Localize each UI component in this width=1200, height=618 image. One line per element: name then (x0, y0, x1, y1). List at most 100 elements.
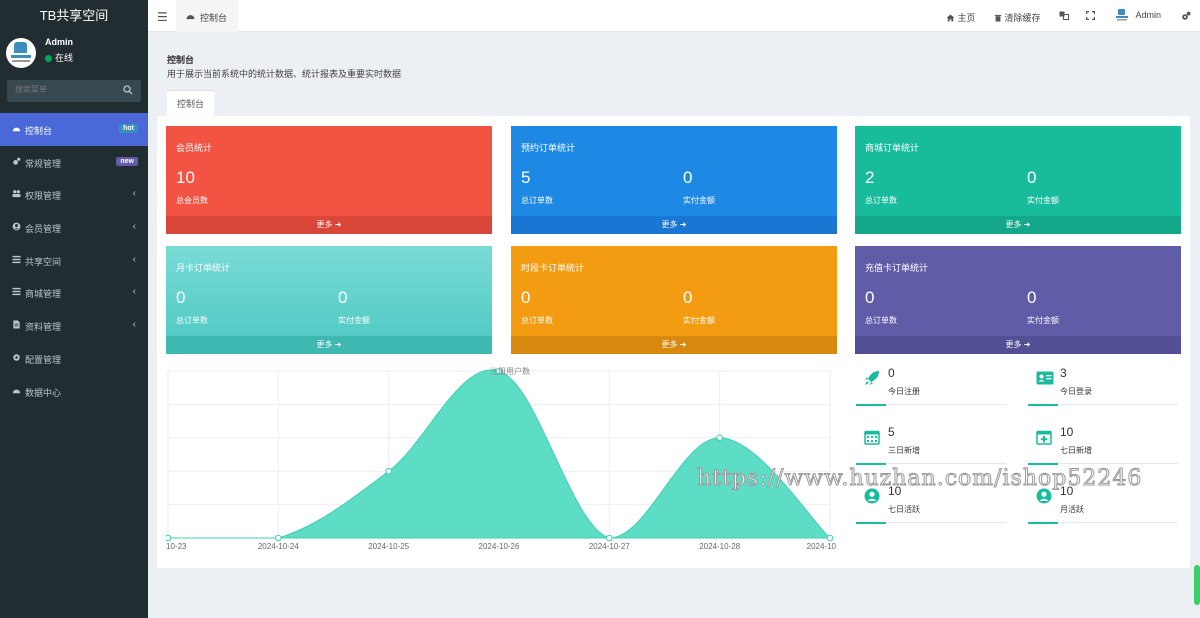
chevron-left-icon: ‹ (132, 221, 136, 233)
more-link[interactable]: 更多 ➜ (511, 336, 837, 354)
arrow-circle-right-icon: ➜ (679, 340, 687, 349)
user-status: 在线 (45, 51, 73, 64)
scrollbar[interactable] (1194, 565, 1200, 605)
admin-name: Admin (1135, 10, 1162, 20)
rocket-icon (865, 371, 879, 385)
sidebar-item-documents[interactable]: 资料管理 ‹ (0, 309, 148, 342)
monthly-card-orders-card: 月卡订单统计 0 总订单数 0 实付金额 更多 ➜ (166, 246, 492, 354)
more-label: 更多 (1005, 340, 1022, 349)
stat-number: 0 (888, 366, 895, 380)
card-value-2: 0 (683, 168, 693, 187)
stat-seven-day-active: 10 七日活跃 (856, 483, 1006, 525)
chevron-left-icon: ‹ (132, 319, 136, 331)
accent-bar (1028, 522, 1058, 524)
stat-label: 月活跃 (1060, 505, 1084, 514)
settings-button[interactable] (1181, 11, 1191, 22)
divider (1028, 522, 1178, 523)
x-tick-label: 10-23 (166, 542, 187, 551)
stat-monthly-active: 10 月活跃 (1028, 483, 1178, 525)
card-title: 预约订单统计 (521, 143, 576, 153)
trash-icon (994, 14, 1002, 22)
sidebar-item-permissions[interactable]: 权限管理 ‹ (0, 178, 148, 211)
registration-area-chart: 10-23 2024-10-24 2024-10-25 2024-10-26 2024-… (166, 366, 836, 551)
sidebar-item-mall[interactable]: 商城管理 ‹ (0, 276, 148, 309)
user-panel: Admin 在线 (0, 32, 148, 72)
sidebar-item-label: 控制台 (25, 126, 53, 136)
arrow-circle-right-icon: ➜ (1023, 340, 1031, 349)
sidebar-item-shared-space[interactable]: 共享空间 ‹ (0, 244, 148, 277)
accent-bar (856, 463, 886, 465)
brand-title[interactable]: TB共享空间 (0, 0, 148, 32)
accent-bar (1028, 463, 1058, 465)
accent-bar (856, 522, 886, 524)
more-label: 更多 (316, 220, 333, 229)
data-point[interactable] (385, 467, 392, 475)
more-label: 更多 (661, 340, 678, 349)
accent-bar (856, 404, 886, 406)
divider (856, 463, 1006, 464)
card-value-2: 0 (338, 288, 348, 307)
sidebar-item-config[interactable]: 配置管理 (0, 342, 148, 375)
fullscreen-button[interactable] (1085, 10, 1096, 21)
card-label-2: 实付金额 (338, 316, 370, 325)
sidebar-item-label: 权限管理 (25, 191, 62, 202)
card-value-2: 0 (1027, 168, 1037, 187)
chevron-left-icon: ‹ (132, 286, 136, 298)
more-link[interactable]: 更多 ➜ (166, 336, 492, 354)
stat-number: 10 (888, 484, 902, 498)
gear-icon (13, 354, 20, 361)
sidebar-item-dashboard[interactable]: 控制台 hot (0, 113, 148, 146)
data-point[interactable] (606, 534, 613, 542)
menu-search (7, 80, 141, 102)
data-point[interactable] (826, 534, 834, 542)
data-point[interactable] (275, 534, 282, 542)
language-button[interactable] (1059, 11, 1069, 21)
data-point[interactable] (716, 434, 723, 442)
chart-legend: 注册用户数 (490, 366, 530, 376)
user-status-text: 在线 (55, 53, 74, 63)
stat-today-register: 0 今日注册 (856, 365, 1006, 407)
card-title: 月卡订单统计 (176, 263, 231, 273)
sidebar-item-data-center[interactable]: 数据中心 (0, 375, 148, 408)
expand-icon (1085, 10, 1096, 21)
card-label: 总会员数 (176, 196, 208, 205)
search-icon[interactable] (123, 85, 133, 95)
dashboard-icon (186, 15, 195, 20)
sidebar-item-label: 共享空间 (25, 256, 62, 267)
sidebar-item-label: 常规管理 (25, 158, 62, 169)
dashboard-icon (12, 127, 21, 132)
sidebar-item-general[interactable]: 常规管理 new (0, 146, 148, 179)
calendar-plus-icon (1036, 430, 1052, 445)
menu-toggle-icon[interactable]: ☰ (157, 10, 168, 24)
user-circle-icon (1036, 488, 1052, 504)
chart-points (166, 367, 834, 542)
dashboard-icon (12, 389, 21, 393)
avatar (1116, 9, 1128, 21)
more-link[interactable]: 更多 ➜ (855, 216, 1181, 234)
tab-dashboard[interactable]: 控制台 (176, 0, 238, 32)
list-icon (12, 288, 21, 296)
admin-menu[interactable]: Admin (1114, 8, 1161, 23)
home-button[interactable]: 主页 (946, 11, 976, 24)
online-dot-icon (45, 55, 52, 62)
card-title: 会员统计 (176, 143, 213, 153)
language-icon (1059, 11, 1069, 20)
more-link[interactable]: 更多 ➜ (855, 336, 1181, 354)
sidebar-item-label: 数据中心 (25, 387, 62, 398)
more-link[interactable]: 更多 ➜ (511, 216, 837, 234)
sidebar-item-members[interactable]: 会员管理 ‹ (0, 211, 148, 244)
clear-cache-button[interactable]: 清除缓存 (994, 11, 1041, 24)
data-point[interactable] (166, 534, 172, 542)
card-label-2: 实付金额 (1027, 316, 1059, 325)
stat-label: 今日登录 (1060, 387, 1092, 396)
hot-badge: hot (119, 124, 138, 133)
data-point[interactable] (495, 367, 503, 375)
stat-today-login: 3 今日登录 (1028, 365, 1178, 407)
avatar[interactable] (6, 38, 36, 68)
stat-label: 今日注册 (888, 387, 920, 396)
tab-dashboard-content[interactable]: 控制台 (167, 90, 214, 117)
more-link[interactable]: 更多 ➜ (166, 216, 492, 234)
stat-number: 5 (888, 425, 895, 439)
menu-search-input[interactable] (15, 85, 115, 94)
chevron-left-icon: ‹ (132, 188, 136, 200)
